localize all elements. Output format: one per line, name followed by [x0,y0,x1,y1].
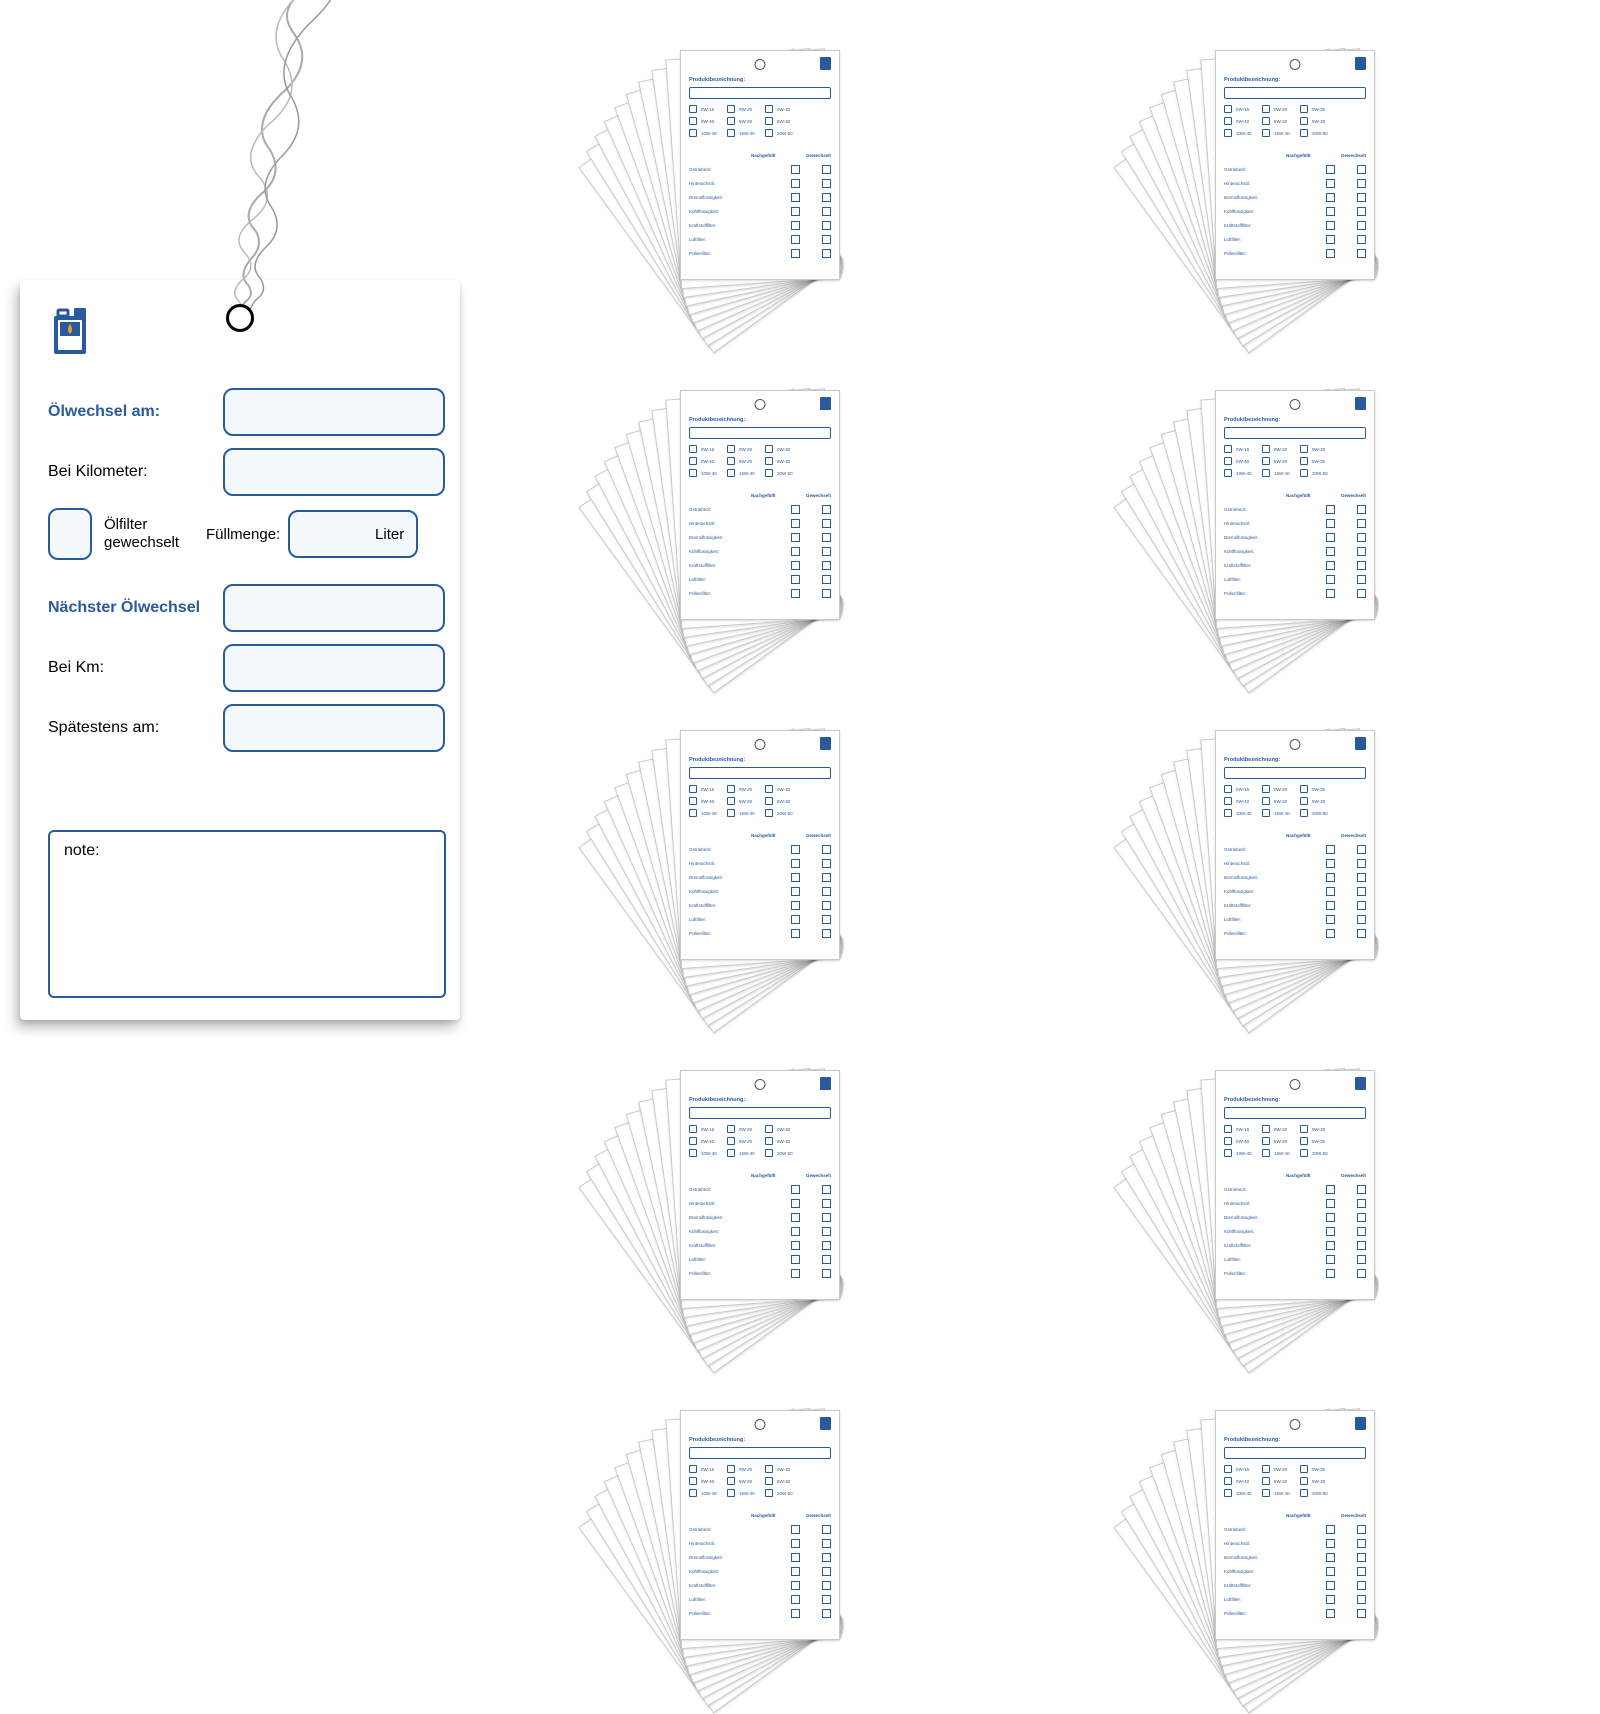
tag-stack: Produktbezeichnung: 0W-16 0W-20 0W-30 0W… [510,1400,890,1680]
label-note: note: [64,842,100,859]
label-bei-kilometer: Bei Kilometer: [48,463,223,481]
stack-card: Produktbezeichnung: 0W-16 0W-20 0W-30 0W… [1215,730,1375,960]
tag-wire [130,0,490,330]
label-liter: Liter [375,526,404,543]
stack-card: Produktbezeichnung: 0W-16 0W-20 0W-30 0W… [1215,1410,1375,1640]
stack-card: Produktbezeichnung: 0W-16 0W-20 0W-30 0W… [680,390,840,620]
input-bei-km[interactable] [223,644,445,692]
tag-stack: Produktbezeichnung: 0W-16 0W-20 0W-30 0W… [1045,40,1425,320]
oil-can-icon [48,302,92,356]
tag-stack: Produktbezeichnung: 0W-16 0W-20 0W-30 0W… [1045,1400,1425,1680]
tag-stack: Produktbezeichnung: 0W-16 0W-20 0W-30 0W… [510,380,890,660]
input-nachster-olwechsel[interactable] [223,584,445,632]
note-box[interactable]: note: [48,830,446,998]
oil-change-tag-main: Ölwechsel am: Bei Kilometer: Ölfilter ge… [20,280,460,1020]
row-spatestens: Spätestens am: [48,704,448,752]
label-olwechsel-am: Ölwechsel am: [48,403,223,421]
input-olwechsel-am[interactable] [223,388,445,436]
row-olwechsel-am: Ölwechsel am: [48,388,448,436]
checkbox-olfilter[interactable] [48,508,92,560]
stack-card: Produktbezeichnung: 0W-16 0W-20 0W-30 0W… [680,1410,840,1640]
label-bei-km: Bei Km: [48,659,223,677]
row-olfilter: Ölfilter gewechselt Füllmenge: Liter [48,508,448,560]
tag-stack: Produktbezeichnung: 0W-16 0W-20 0W-30 0W… [1045,380,1425,660]
label-fullmenge: Füllmenge: [206,526,280,543]
stack-card: Produktbezeichnung: 0W-16 0W-20 0W-30 0W… [1215,390,1375,620]
tag-stack: Produktbezeichnung: 0W-16 0W-20 0W-30 0W… [510,1060,890,1340]
input-spatestens[interactable] [223,704,445,752]
stack-card: Produktbezeichnung: 0W-16 0W-20 0W-30 0W… [680,1070,840,1300]
row-bei-kilometer: Bei Kilometer: [48,448,448,496]
input-fullmenge[interactable]: Liter [288,510,418,558]
stack-card: Produktbezeichnung: 0W-16 0W-20 0W-30 0W… [1215,50,1375,280]
stack-card: Produktbezeichnung: 0W-16 0W-20 0W-30 0W… [1215,1070,1375,1300]
row-bei-km: Bei Km: [48,644,448,692]
stack-card: Produktbezeichnung: 0W-16 0W-20 0W-30 0W… [680,730,840,960]
input-bei-kilometer[interactable] [223,448,445,496]
label-nachster-olwechsel: Nächster Ölwechsel [48,599,223,617]
tag-stack: Produktbezeichnung: 0W-16 0W-20 0W-30 0W… [510,720,890,1000]
tag-hole [226,304,254,332]
tag-stack: Produktbezeichnung: 0W-16 0W-20 0W-30 0W… [1045,1060,1425,1340]
tag-stack: Produktbezeichnung: 0W-16 0W-20 0W-30 0W… [1045,720,1425,1000]
label-spatestens: Spätestens am: [48,719,223,737]
stack-card: Produktbezeichnung: 0W-16 0W-20 0W-30 0W… [680,50,840,280]
tag-stack: Produktbezeichnung: 0W-16 0W-20 0W-30 0W… [510,40,890,320]
tag-stacks-grid: Produktbezeichnung: 0W-16 0W-20 0W-30 0W… [510,40,1580,1680]
label-olfilter: Ölfilter gewechselt [104,516,194,552]
row-nachster-olwechsel: Nächster Ölwechsel [48,584,448,632]
